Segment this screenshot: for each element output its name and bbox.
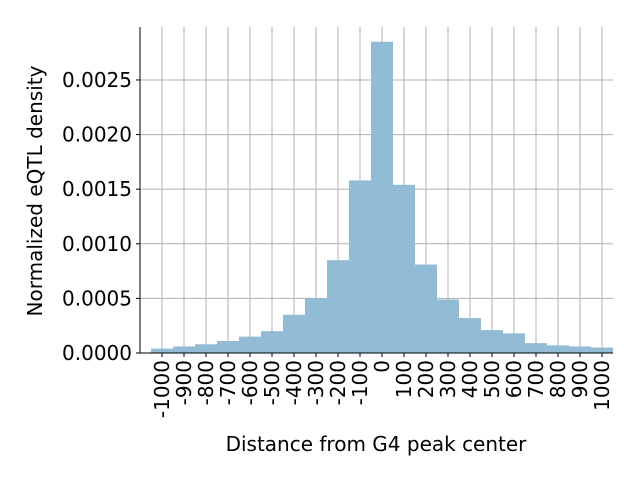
histogram-bar: [173, 346, 195, 353]
histogram-bar: [371, 41, 393, 354]
x-tick-label: -100: [348, 360, 372, 405]
x-tick-labels: -1000-900-800-700-600-500-400-300-200-10…: [150, 360, 614, 418]
x-tick-label: -300: [304, 360, 328, 405]
histogram-bar: [195, 344, 217, 353]
histogram-bar: [239, 336, 261, 353]
y-tick-label: 0.0010: [62, 232, 132, 256]
histogram-bar: [151, 348, 173, 353]
y-tick-labels: 0.0000 0.0005 0.0010 0.0015 0.0020 0.0025: [62, 68, 132, 365]
x-tick-label: 800: [546, 360, 570, 398]
x-tick-label: 400: [458, 360, 482, 398]
x-tick-label: 1000: [590, 360, 614, 411]
x-tick-label: 600: [502, 360, 526, 398]
histogram-bar: [349, 180, 371, 353]
histogram-bar: [503, 333, 525, 353]
histogram-bar: [481, 330, 503, 353]
x-tick-label: -200: [326, 360, 350, 405]
histogram-bar: [415, 264, 437, 353]
x-tick-label: 200: [414, 360, 438, 398]
x-tick-label: -400: [282, 360, 306, 405]
histogram-bar: [305, 298, 327, 353]
x-axis-label: Distance from G4 peak center: [226, 432, 528, 456]
x-tick-label: 300: [436, 360, 460, 398]
axes-layer: [136, 27, 613, 357]
bars-layer: [151, 41, 613, 354]
histogram-bar: [327, 260, 349, 353]
y-axis-label: Normalized eQTL density: [23, 65, 47, 316]
histogram-bar: [591, 347, 613, 353]
x-tick-label: -800: [194, 360, 218, 405]
x-tick-label: -500: [260, 360, 284, 405]
x-tick-label: -700: [216, 360, 240, 405]
histogram-bar: [261, 331, 283, 353]
histogram-bar: [437, 299, 459, 353]
y-tick-label: 0.0000: [62, 341, 132, 365]
x-tick-label: 100: [392, 360, 416, 398]
x-tick-label: -900: [172, 360, 196, 405]
histogram-bar: [569, 346, 591, 353]
histogram-bar: [283, 314, 305, 353]
histogram-bar: [525, 343, 547, 353]
y-tick-label: 0.0005: [62, 286, 132, 310]
x-tick-label: -1000: [150, 360, 174, 418]
histogram-bar: [393, 184, 415, 353]
x-tick-label: 0: [370, 360, 394, 373]
x-tick-label: -600: [238, 360, 262, 405]
histogram-bar: [217, 340, 239, 353]
y-tick-label: 0.0015: [62, 177, 132, 201]
y-tick-label: 0.0020: [62, 123, 132, 147]
histogram-bar: [459, 318, 481, 353]
histogram-bar: [547, 345, 569, 353]
x-tick-label: 900: [568, 360, 592, 398]
x-tick-label: 700: [524, 360, 548, 398]
y-tick-label: 0.0025: [62, 68, 132, 92]
x-tick-label: 500: [480, 360, 504, 398]
